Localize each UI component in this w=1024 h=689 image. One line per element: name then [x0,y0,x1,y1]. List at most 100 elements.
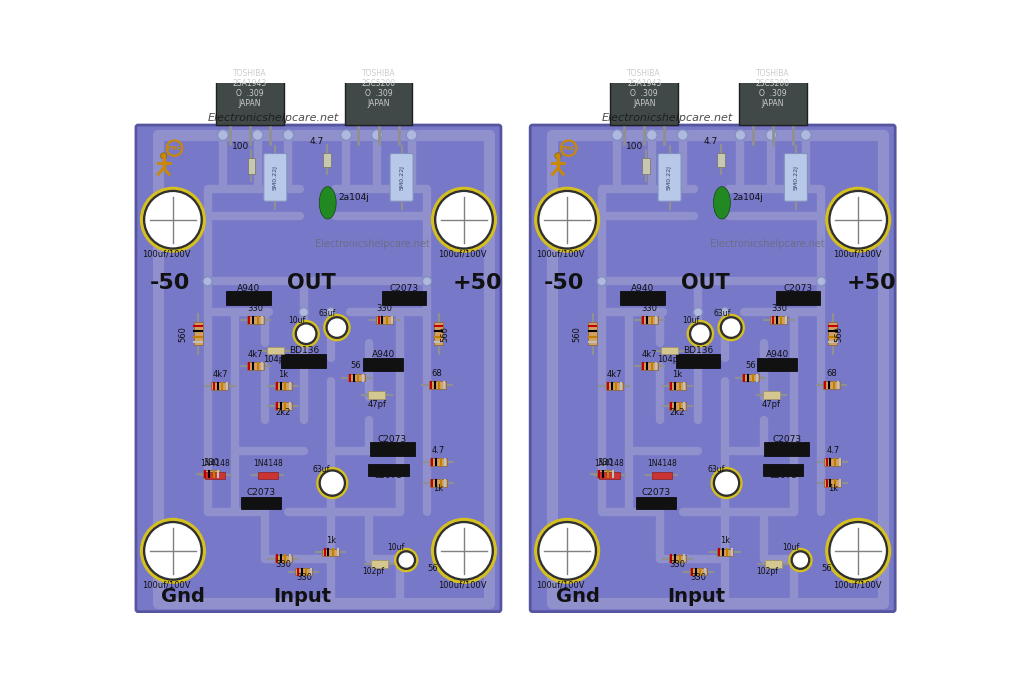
FancyBboxPatch shape [136,125,501,612]
Bar [642,158,649,174]
Text: 56: 56 [351,361,361,371]
Circle shape [373,50,384,61]
Bar [763,464,803,476]
Circle shape [687,320,714,347]
Bar [430,458,447,466]
Text: 47pf: 47pf [368,400,386,409]
Bar [370,442,415,456]
Text: FHC: FHC [562,145,575,151]
Circle shape [397,551,416,569]
Text: JAPAN: JAPAN [239,99,261,108]
Text: 560: 560 [572,326,582,342]
Text: 100uf/100V: 100uf/100V [438,249,487,258]
Text: Gnd: Gnd [556,588,599,606]
Text: 330: 330 [642,304,657,313]
Text: 100uf/100V: 100uf/100V [142,581,190,590]
Bar [247,316,264,324]
Text: 4.7: 4.7 [826,446,840,455]
FancyBboxPatch shape [784,154,807,201]
Bar [742,373,759,382]
Circle shape [718,314,744,340]
Circle shape [639,50,649,61]
Circle shape [432,187,497,252]
Text: OUT: OUT [287,273,336,293]
Circle shape [767,50,778,61]
Text: 2a104j: 2a104j [339,193,370,202]
Circle shape [407,130,417,141]
Circle shape [220,48,227,56]
Text: Electronicshelpcare.net: Electronicshelpcare.net [315,238,430,249]
Text: 4k7: 4k7 [642,350,657,359]
Bar [274,382,292,390]
Text: Electronicshelpcare.net: Electronicshelpcare.net [208,113,339,123]
Text: 68: 68 [826,369,837,378]
Circle shape [794,46,804,57]
Text: Electronicshelpcare.net: Electronicshelpcare.net [602,113,733,123]
Bar [822,382,840,389]
Circle shape [677,130,688,141]
Bar [588,322,597,345]
Circle shape [597,277,606,286]
Circle shape [245,50,255,61]
Bar [226,291,270,305]
Bar [345,44,413,125]
Bar [376,316,393,324]
Circle shape [316,468,348,498]
Circle shape [723,319,739,336]
Bar [824,480,842,487]
Text: 5M0.22J: 5M0.22J [399,165,404,190]
Circle shape [326,317,348,338]
Text: 10uf: 10uf [288,316,305,325]
Bar [641,316,658,324]
Text: 1k: 1k [672,370,682,379]
Text: 4k7: 4k7 [212,370,227,379]
Text: 330: 330 [275,560,291,569]
Bar [717,153,725,167]
Text: 100uf/100V: 100uf/100V [833,249,882,258]
Bar [323,153,331,167]
Text: 560: 560 [178,326,187,342]
Text: Gnd: Gnd [162,588,205,606]
Circle shape [831,524,885,578]
Bar [763,391,779,399]
Text: 330: 330 [204,457,219,466]
Text: 56: 56 [745,361,756,371]
Text: O  .309: O .309 [759,89,786,98]
Circle shape [831,193,885,247]
Text: 56: 56 [427,564,437,573]
Circle shape [826,519,891,583]
Bar [274,402,292,410]
Circle shape [541,193,594,247]
Text: 330: 330 [670,560,685,569]
Text: 63uf: 63uf [708,465,724,474]
Text: OUT: OUT [681,273,730,293]
Text: 2SA1943: 2SA1943 [627,79,662,88]
Text: 1k: 1k [278,370,288,379]
Circle shape [341,130,351,141]
Circle shape [614,48,622,56]
Circle shape [394,548,418,572]
Text: 56: 56 [821,564,831,573]
Text: TOSHIBA: TOSHIBA [361,69,395,78]
Circle shape [400,48,409,56]
Text: 1k: 1k [326,536,336,545]
Circle shape [347,46,357,57]
Text: A940: A940 [372,350,394,359]
Circle shape [143,190,202,249]
Text: 2SC5200: 2SC5200 [756,79,790,88]
Circle shape [326,307,336,317]
Bar [382,291,426,305]
Text: 100: 100 [627,142,643,151]
Circle shape [143,522,202,580]
Circle shape [435,190,494,249]
Circle shape [161,153,167,159]
Text: 330: 330 [248,304,263,313]
Text: 4.7: 4.7 [432,446,445,455]
Circle shape [218,46,229,57]
Text: C2073: C2073 [768,471,798,480]
Text: 2a104j: 2a104j [733,193,764,202]
Circle shape [535,187,599,252]
Circle shape [293,320,319,347]
Text: O  .309: O .309 [631,89,658,98]
Text: A940: A940 [766,350,788,359]
